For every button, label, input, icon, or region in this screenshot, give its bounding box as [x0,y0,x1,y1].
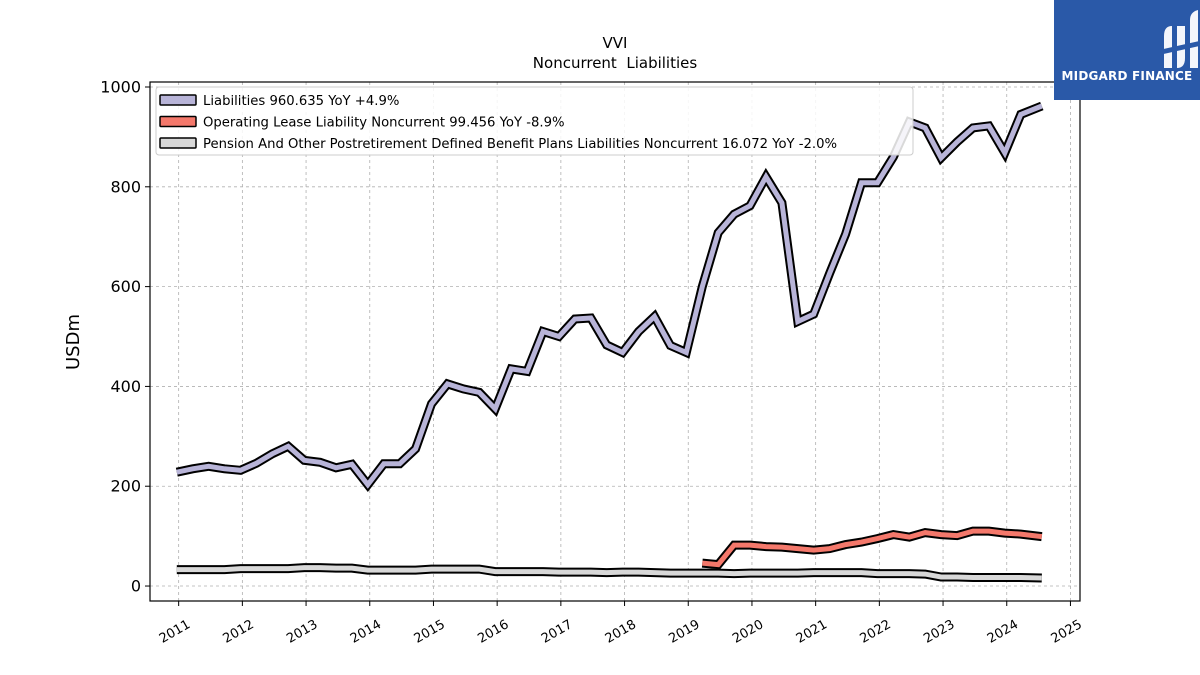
series-line [176,565,1042,581]
legend-item: Liabilities 960.635 YoY +4.9% [159,94,399,109]
legend-label: Pension And Other Postretirement Defined… [203,137,837,152]
legend-item: Pension And Other Postretirement Defined… [159,137,837,152]
series-line [176,103,1043,489]
legend-swatch [159,115,197,128]
logo-mark-icon [1159,10,1200,68]
legend-swatch [159,137,197,149]
x-tick-label: 2022 [858,617,894,647]
plot-frame [149,81,1081,602]
y-tick-label: 600 [110,277,141,296]
series-lines [175,101,1044,583]
series-line-outline [175,101,1044,493]
legend-box [155,86,914,156]
x-tick-label: 2011 [157,617,193,647]
x-tick-label: 2019 [666,617,702,647]
y-tick-label: 0 [131,577,141,596]
chart-subtitle: Noncurrent Liabilities [533,54,698,72]
x-tick-label: 2018 [603,617,639,647]
x-tick-label: 2020 [730,617,766,647]
x-tick-label: 2014 [348,617,384,647]
series-operating-lease-liability-noncurrent [701,526,1043,570]
x-tick-label: 2021 [794,617,830,647]
legend-item: Operating Lease Liability Noncurrent 99.… [159,115,565,131]
x-tick-label: 2024 [985,617,1021,647]
y-tick-label: 400 [110,377,141,396]
legend: Liabilities 960.635 YoY +4.9% Operating L… [155,86,914,156]
x-tick-label: 2017 [539,617,575,647]
legend-swatch [159,94,197,106]
brand-logo: MIDGARD FINANCE [1054,0,1200,100]
axis-ticks: 0 200 400 600 800 1000 2011 2012 2013 2014 2015 201… [100,77,1084,646]
chart-title: VVI [603,34,628,52]
x-tick-label: 2015 [412,617,448,647]
series-pension-and-other-postretirement-defined-benefit-plans-liabilities-noncurrent [176,563,1042,583]
x-tick-label: 2025 [1049,617,1085,647]
x-tick-label: 2013 [284,617,320,647]
y-tick-label: 1000 [100,77,141,96]
y-axis-label: USDm [63,314,84,370]
x-tick-label: 2023 [921,617,957,647]
x-tick-label: 2012 [221,617,257,647]
legend-label: Operating Lease Liability Noncurrent 99.… [203,116,565,131]
y-tick-label: 200 [110,477,141,496]
x-tick-label: 2016 [475,617,511,647]
series-line [702,528,1043,568]
legend-label: Liabilities 960.635 YoY +4.9% [203,94,399,109]
y-tick-label: 800 [110,177,141,196]
series-liabilities [175,101,1044,493]
brand-name: MIDGARD FINANCE [1061,69,1193,83]
